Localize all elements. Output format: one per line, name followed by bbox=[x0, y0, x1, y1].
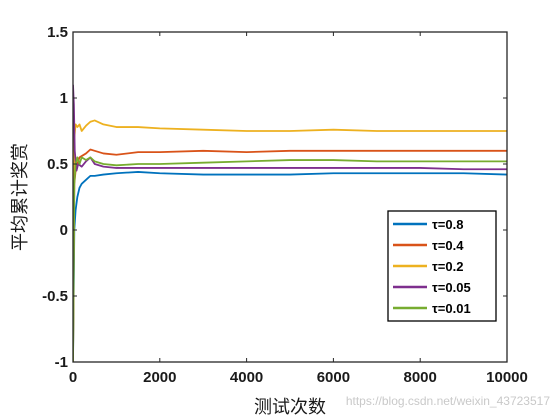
y-tick-label: 0.5 bbox=[47, 156, 68, 173]
y-axis-title: 平均累计奖赏 bbox=[10, 143, 31, 251]
plot-frame bbox=[72, 31, 508, 363]
y-tick-label: 1 bbox=[60, 90, 68, 107]
watermark: https://blog.csdn.net/weixin_43723517 bbox=[346, 394, 550, 408]
series-line-3 bbox=[73, 119, 507, 362]
y-tick-label: 1.5 bbox=[47, 24, 68, 41]
x-tick-label: 4000 bbox=[230, 369, 263, 386]
tick-labels: 0 2000 4000 6000 8000 10000 -1 -0.5 0 0.5 1 1.5 bbox=[42, 24, 528, 386]
x-tick-label: 2000 bbox=[143, 369, 176, 386]
x-tick-label: 10000 bbox=[486, 369, 528, 386]
series-line-1 bbox=[73, 171, 507, 362]
y-tick-label: -0.5 bbox=[42, 288, 68, 305]
series-line-4 bbox=[73, 84, 507, 172]
y-tick-label: 0 bbox=[60, 222, 68, 239]
series-line-5 bbox=[73, 156, 507, 362]
x-tick-label: 8000 bbox=[404, 369, 437, 386]
legend-label: τ=0.05 bbox=[432, 280, 471, 295]
legend-label: τ=0.2 bbox=[432, 259, 463, 274]
legend-label: τ=0.01 bbox=[432, 301, 471, 316]
legend: τ=0.8 τ=0.4 τ=0.2 τ=0.05 τ=0.01 bbox=[387, 210, 497, 322]
x-tick-label: 6000 bbox=[317, 369, 350, 386]
series-layer bbox=[73, 84, 507, 362]
axes bbox=[72, 31, 508, 363]
y-tick-label: -1 bbox=[55, 354, 68, 371]
x-axis-title: 测试次数 bbox=[254, 397, 326, 418]
x-tick-label: 0 bbox=[69, 369, 77, 386]
legend-label: τ=0.8 bbox=[432, 217, 463, 232]
legend-label: τ=0.4 bbox=[432, 238, 464, 253]
